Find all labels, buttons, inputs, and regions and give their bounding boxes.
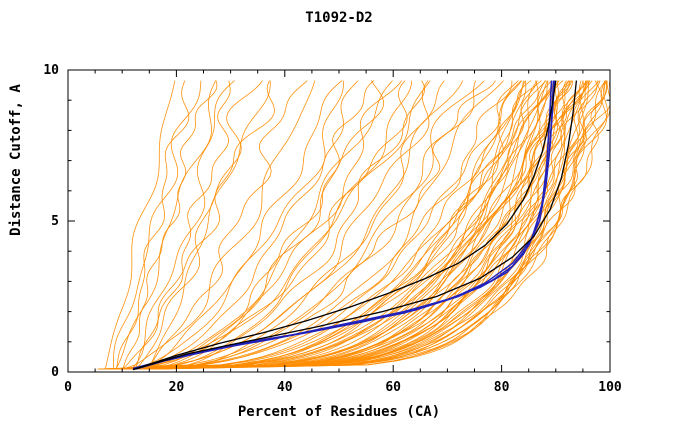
prediction-curve — [122, 80, 316, 370]
prediction-curve — [103, 80, 556, 370]
prediction-curve — [137, 80, 538, 370]
prediction-curve — [147, 80, 567, 370]
prediction-curve — [121, 80, 584, 370]
prediction-curve — [153, 80, 426, 370]
prediction-curve — [130, 80, 393, 370]
prediction-curve — [142, 80, 308, 370]
prediction-curve — [134, 80, 263, 370]
prediction-curve — [130, 80, 560, 370]
prediction-curve — [133, 80, 608, 370]
y-tick-label: 10 — [43, 63, 59, 78]
x-tick-label: 80 — [494, 380, 510, 395]
prediction-curve — [122, 80, 430, 370]
prediction-curve — [147, 80, 538, 370]
prediction-curve — [159, 80, 593, 370]
prediction-curve — [117, 80, 504, 370]
x-tick-label: 20 — [169, 380, 185, 395]
x-tick-label: 100 — [598, 380, 622, 395]
prediction-curve — [144, 80, 408, 370]
prediction-curve — [115, 80, 402, 370]
prediction-curve — [101, 80, 523, 370]
x-axis-label: Percent of Residues (CA) — [238, 404, 440, 420]
prediction-curve — [108, 80, 549, 370]
prediction-curve — [130, 80, 598, 370]
chart-title: T1092-D2 — [305, 10, 372, 26]
prediction-curve — [142, 80, 587, 370]
prediction-curve — [133, 80, 560, 370]
prediction-curve — [99, 80, 556, 370]
prediction-curve — [137, 80, 412, 370]
prediction-curve — [136, 80, 526, 370]
y-tick-label: 0 — [51, 365, 59, 380]
prediction-curve — [122, 80, 275, 370]
prediction-curve — [115, 80, 217, 370]
prediction-curve — [134, 80, 359, 370]
x-tick-label: 0 — [64, 380, 72, 395]
prediction-curve — [148, 80, 591, 370]
y-tick-label: 5 — [51, 214, 59, 229]
highlight-model-blue-2 — [135, 80, 555, 370]
prediction-curve — [146, 80, 271, 370]
prediction-curve — [122, 80, 218, 370]
prediction-curve — [158, 80, 588, 370]
prediction-curve — [97, 80, 611, 370]
prediction-curve — [110, 80, 570, 370]
prediction-curve — [134, 80, 375, 370]
prediction-curve — [121, 80, 589, 370]
x-tick-label: 60 — [385, 380, 401, 395]
prediction-curve — [136, 80, 343, 370]
prediction-curve — [124, 80, 556, 370]
prediction-curve — [125, 80, 344, 370]
prediction-curve — [126, 80, 547, 370]
prediction-curve — [115, 80, 190, 370]
prediction-curve — [158, 80, 445, 370]
prediction-curve — [112, 80, 202, 370]
prediction-curve — [133, 80, 464, 370]
highlight-model-black-1 — [132, 80, 557, 371]
x-tick-label: 40 — [277, 380, 293, 395]
prediction-curve — [113, 80, 513, 370]
y-axis-label: Distance Cutoff, A — [8, 84, 24, 236]
prediction-curve — [114, 80, 564, 370]
highlight-model-black-2 — [132, 80, 578, 371]
curves-layer — [97, 80, 611, 371]
prediction-curve — [127, 80, 476, 370]
prediction-curve — [105, 80, 176, 370]
prediction-curve — [134, 80, 231, 370]
prediction-curve — [118, 80, 431, 370]
prediction-curve — [155, 80, 572, 370]
prediction-curve — [155, 80, 608, 370]
prediction-curve — [126, 80, 485, 370]
prediction-curve — [147, 80, 552, 370]
prediction-curve — [147, 80, 385, 370]
prediction-curve — [104, 80, 601, 370]
prediction-curve — [154, 80, 600, 370]
prediction-curve — [147, 80, 573, 370]
prediction-curve — [130, 80, 235, 370]
